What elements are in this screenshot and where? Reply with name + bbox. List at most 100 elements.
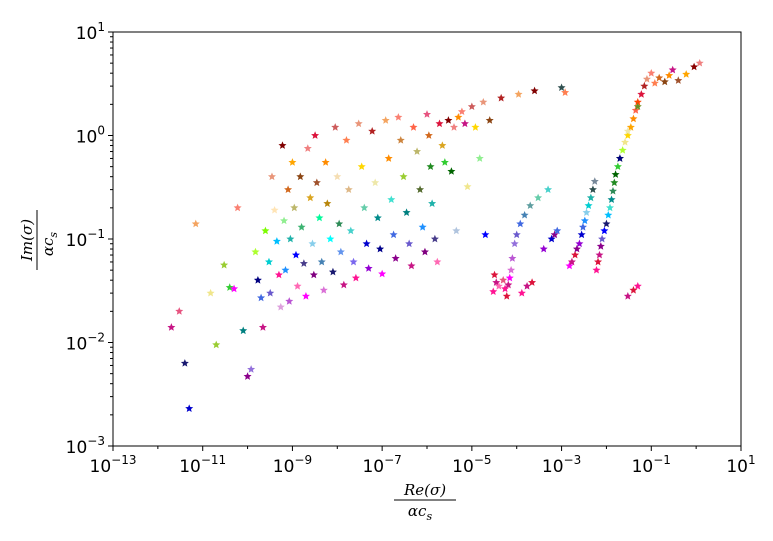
data-point-99 bbox=[447, 167, 456, 175]
y-axis-label-numerator: Im(σ) bbox=[18, 219, 36, 262]
data-point-143 bbox=[567, 257, 576, 266]
data-point-29 bbox=[284, 185, 293, 194]
data-point-23 bbox=[272, 237, 281, 245]
data-point-165 bbox=[608, 186, 617, 195]
data-point-101 bbox=[452, 226, 461, 235]
data-point-84 bbox=[409, 123, 418, 131]
axis-ticks: 10−13 10−11 10−9 10−7 10−5 10−3 10−1 101 10−3 10−… bbox=[66, 20, 756, 477]
data-point-145 bbox=[572, 244, 581, 253]
y-tick-label-2: 10−1 bbox=[66, 227, 105, 251]
data-point-97 bbox=[440, 158, 449, 166]
data-point-140 bbox=[557, 83, 566, 92]
data-point-58 bbox=[342, 136, 351, 144]
data-point-53 bbox=[331, 123, 340, 131]
data-point-86 bbox=[416, 185, 425, 194]
data-point-186 bbox=[674, 76, 683, 84]
x-tick-label-2: 10−9 bbox=[273, 453, 312, 477]
data-point-1 bbox=[180, 359, 189, 367]
data-point-119 bbox=[502, 292, 511, 300]
data-point-83 bbox=[407, 261, 416, 270]
data-point-167 bbox=[611, 170, 620, 178]
data-point-138 bbox=[550, 230, 559, 239]
data-point-60 bbox=[346, 226, 355, 235]
data-point-33 bbox=[290, 203, 299, 212]
data-point-21 bbox=[267, 172, 276, 181]
data-point-52 bbox=[328, 267, 337, 276]
data-point-32 bbox=[288, 158, 297, 166]
data-points bbox=[167, 58, 704, 412]
data-point-64 bbox=[357, 162, 366, 171]
data-point-151 bbox=[584, 201, 593, 210]
data-point-76 bbox=[389, 230, 398, 239]
data-point-135 bbox=[539, 244, 548, 253]
data-point-154 bbox=[590, 177, 599, 185]
data-point-85 bbox=[413, 147, 422, 155]
data-point-188 bbox=[690, 62, 699, 71]
y-axis-label-subscript: s bbox=[47, 232, 60, 238]
x-tick-label-4: 10−5 bbox=[452, 453, 491, 477]
data-point-157 bbox=[595, 250, 604, 259]
data-point-7 bbox=[220, 260, 229, 269]
data-point-54 bbox=[333, 172, 342, 181]
data-point-158 bbox=[596, 242, 605, 250]
data-point-132 bbox=[528, 278, 537, 286]
data-point-115 bbox=[494, 281, 503, 290]
data-point-121 bbox=[505, 273, 514, 282]
data-point-47 bbox=[317, 257, 326, 266]
data-point-44 bbox=[311, 131, 320, 139]
data-point-82 bbox=[405, 239, 414, 248]
data-point-178 bbox=[640, 81, 649, 90]
data-point-19 bbox=[264, 257, 273, 266]
data-point-194 bbox=[629, 286, 638, 294]
data-point-131 bbox=[526, 201, 535, 210]
data-point-10 bbox=[233, 203, 242, 212]
data-point-129 bbox=[520, 210, 529, 219]
data-point-36 bbox=[296, 172, 305, 181]
data-point-15 bbox=[253, 275, 262, 284]
data-point-65 bbox=[360, 203, 369, 212]
data-point-164 bbox=[607, 195, 616, 204]
data-point-176 bbox=[633, 97, 642, 106]
data-point-92 bbox=[428, 199, 437, 207]
data-point-4 bbox=[191, 219, 200, 228]
data-point-182 bbox=[655, 73, 664, 82]
data-point-63 bbox=[354, 119, 363, 128]
data-point-109 bbox=[479, 97, 488, 106]
data-point-127 bbox=[516, 219, 525, 228]
data-point-185 bbox=[668, 65, 677, 74]
data-point-31 bbox=[286, 234, 295, 243]
data-point-61 bbox=[349, 257, 358, 266]
data-point-130 bbox=[523, 281, 532, 290]
data-point-150 bbox=[582, 208, 591, 216]
data-point-171 bbox=[621, 138, 630, 146]
x-axis-label: Re(σ) αcs bbox=[394, 481, 456, 523]
data-point-142 bbox=[565, 261, 574, 270]
data-point-68 bbox=[368, 127, 377, 135]
data-point-51 bbox=[326, 234, 335, 243]
data-point-177 bbox=[637, 90, 646, 98]
data-point-25 bbox=[276, 302, 285, 311]
data-point-8 bbox=[225, 283, 234, 291]
data-point-12 bbox=[243, 372, 252, 380]
data-point-78 bbox=[394, 113, 403, 121]
x-tick-label-0: 10−13 bbox=[90, 453, 137, 477]
x-tick-label-3: 10−7 bbox=[362, 453, 401, 477]
data-point-159 bbox=[598, 234, 607, 243]
data-point-184 bbox=[665, 71, 674, 79]
data-point-168 bbox=[613, 162, 622, 171]
data-point-24 bbox=[274, 270, 283, 279]
x-axis-label-denominator: αc bbox=[408, 502, 427, 520]
data-point-3 bbox=[175, 307, 184, 315]
data-point-180 bbox=[647, 68, 656, 77]
y-tick-label-3: 100 bbox=[76, 124, 105, 148]
data-point-69 bbox=[371, 178, 380, 187]
data-point-6 bbox=[212, 340, 221, 349]
data-point-38 bbox=[299, 259, 308, 267]
data-point-91 bbox=[426, 162, 435, 171]
data-point-87 bbox=[418, 223, 427, 231]
data-point-174 bbox=[629, 114, 638, 123]
data-point-49 bbox=[321, 158, 330, 166]
data-point-110 bbox=[481, 230, 490, 239]
svg-text:αcs: αcs bbox=[39, 232, 60, 257]
